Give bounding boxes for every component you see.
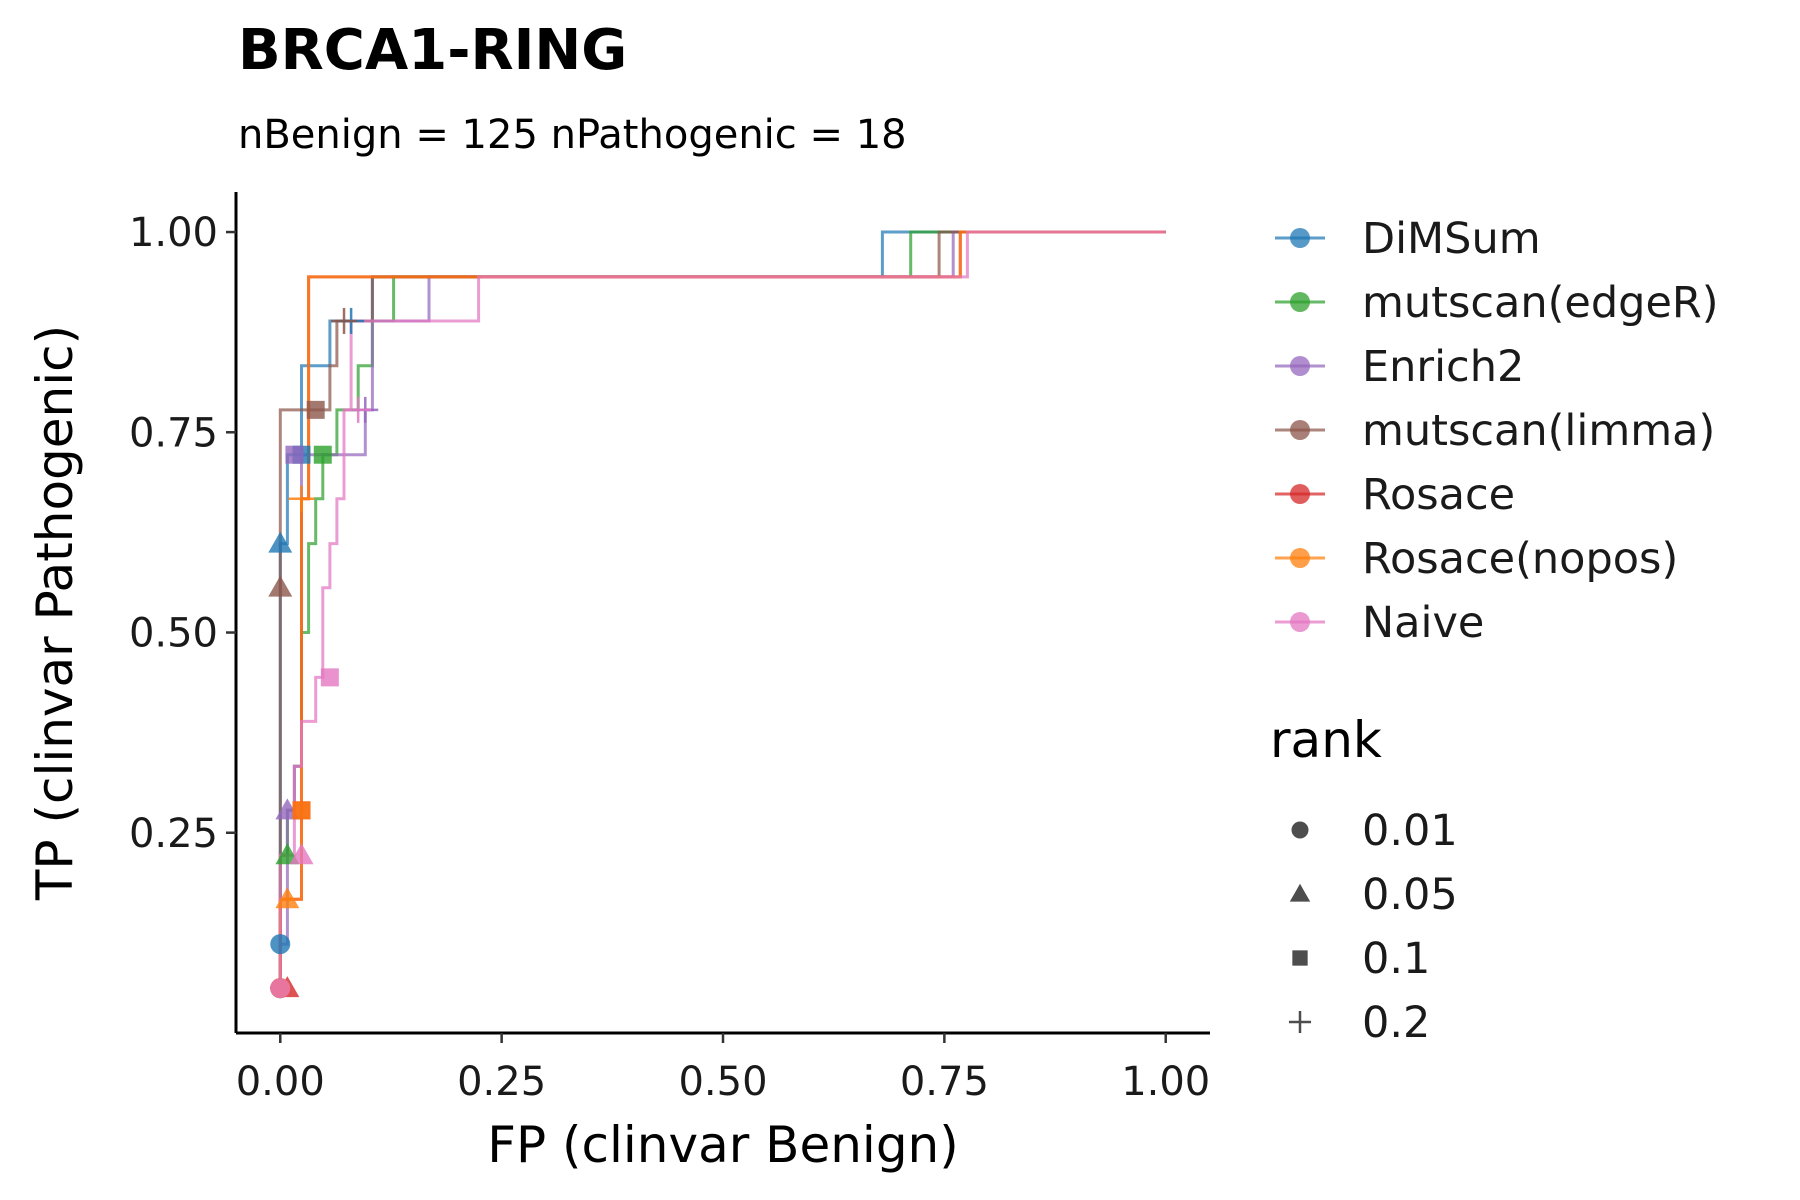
plot-area [278, 230, 1166, 989]
rank-legend-marker [1289, 883, 1311, 902]
legend-marker [1290, 228, 1310, 248]
rank-legend-label: 0.05 [1362, 870, 1458, 920]
marker-mutscan-edger-rank-0.1 [313, 445, 332, 464]
rank-legend-label: 0.01 [1362, 806, 1458, 856]
legend-item: DiMSum [1275, 214, 1541, 264]
legend-label: Rosace [1362, 470, 1515, 520]
x-axis-title: FP (clinvar Benign) [487, 1116, 959, 1174]
legend-item: mutscan(limma) [1275, 406, 1715, 456]
legend-marker [1290, 484, 1310, 504]
marker-enrich2-rank-0.1 [285, 445, 304, 464]
legend-label: Naive [1362, 598, 1484, 648]
y-axis-title: TP (clinvar Pathogenic) [26, 325, 84, 901]
marker-naive-rank-0.01 [270, 978, 291, 999]
marker-dimsum-rank-0.01 [270, 934, 291, 955]
marker-mutscan-limma-rank-0.05 [268, 575, 293, 597]
marker-mutscan-limma-rank-0.1 [306, 400, 325, 419]
rank-legend-label: 0.1 [1362, 934, 1430, 984]
series-line-enrich2 [278, 230, 1166, 989]
legend-label: Enrich2 [1362, 342, 1524, 392]
rank-legend-item: 0.01 [1291, 806, 1458, 856]
series-line-mutscan-limma [278, 230, 1166, 989]
legend-label: mutscan(limma) [1362, 406, 1715, 456]
rank-legend-marker [1288, 1010, 1312, 1034]
marker-mutscan-limma-rank-0.2 [331, 307, 358, 334]
legend-item: Enrich2 [1275, 342, 1524, 392]
axes: 0.00 0.25 0.50 0.75 1.00 0.25 0.50 0.75 1.00 FP (… [26, 192, 1210, 1174]
legend-label: mutscan(edgeR) [1362, 278, 1719, 328]
series-line-mutscan-edger [278, 230, 1166, 989]
rank-legend-label: 0.2 [1362, 998, 1430, 1048]
marker-rosace-nopos-rank-0.1 [292, 801, 311, 820]
series-line-rosace-nopos [278, 230, 1166, 989]
legend-marker [1290, 612, 1310, 632]
legend: DiMSum mutscan(edgeR) Enrich2 mutscan(limma… [1270, 214, 1719, 1048]
chart-subtitle: nBenign = 125 nPathogenic = 18 [238, 112, 907, 158]
marker-dimsum-rank-0.05 [268, 531, 293, 553]
series-line-rosace [278, 230, 1166, 989]
chart-title: BRCA1-RING [238, 18, 628, 83]
legend-item: mutscan(edgeR) [1275, 278, 1719, 328]
marker-layer [268, 307, 379, 999]
x-tick-label: 0.50 [678, 1059, 767, 1105]
legend-marker [1290, 420, 1310, 440]
series-line-dimsum [278, 230, 1166, 989]
legend-label: DiMSum [1362, 214, 1541, 264]
rank-legend-title: rank [1270, 711, 1382, 769]
y-tick-label: 0.50 [129, 611, 218, 657]
rank-legend-marker [1292, 950, 1308, 966]
x-tick-label: 0.75 [900, 1059, 989, 1105]
legend-item: Rosace(nopos) [1275, 534, 1678, 584]
legend-marker [1290, 292, 1310, 312]
legend-label: Rosace(nopos) [1362, 534, 1678, 584]
rank-legend-marker [1291, 821, 1309, 839]
x-tick-label: 0.25 [457, 1059, 546, 1105]
y-tick-label: 1.00 [129, 210, 218, 256]
y-tick-label: 0.75 [129, 410, 218, 456]
legend-item: Rosace [1275, 470, 1515, 520]
rank-legend-item: 0.05 [1289, 870, 1458, 920]
rank-legend-item: 0.2 [1288, 998, 1430, 1048]
x-tick-label: 1.00 [1121, 1059, 1210, 1105]
marker-naive-rank-0.05 [289, 843, 314, 865]
legend-marker [1290, 548, 1310, 568]
marker-rosace-nopos-rank-0.2 [288, 485, 315, 512]
marker-naive-rank-0.2 [345, 396, 372, 423]
legend-marker [1290, 356, 1310, 376]
y-tick-label: 0.25 [129, 811, 218, 857]
rank-legend-item: 0.1 [1292, 934, 1430, 984]
series-line-naive [278, 230, 1166, 989]
marker-rosace-nopos-rank-0.05 [275, 887, 300, 909]
legend-item: Naive [1275, 598, 1484, 648]
x-tick-label: 0.00 [236, 1059, 325, 1105]
marker-naive-rank-0.1 [320, 668, 339, 687]
